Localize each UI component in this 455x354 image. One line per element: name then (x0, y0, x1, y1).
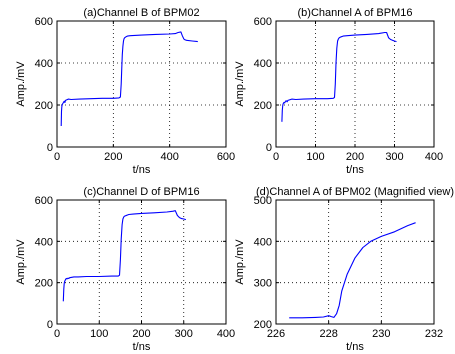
series-line (60, 31, 198, 127)
y-axis-label: Amp./mV (15, 61, 27, 107)
y-tick-label: 400 (35, 236, 53, 248)
y-tick-label: 200 (35, 278, 53, 290)
y-tick-label: 600 (254, 16, 272, 28)
chart-title: (d)Channel A of BPM02 (Magnified view) (256, 186, 454, 198)
y-tick-label: 400 (254, 58, 272, 70)
x-tick-label: 200 (132, 328, 150, 340)
plot-area (275, 20, 435, 148)
y-tick-label: 200 (35, 100, 53, 112)
x-tick-label: 0 (54, 328, 60, 340)
y-tick-label: 400 (254, 236, 272, 248)
x-tick-label: 400 (160, 151, 178, 163)
y-tick-label: 200 (254, 100, 272, 112)
y-tick-label: 600 (35, 195, 53, 207)
y-tick-label: 0 (266, 142, 272, 154)
x-axis-label: t/ns (133, 164, 151, 176)
x-tick-label: 300 (175, 328, 193, 340)
plot-area (56, 199, 227, 325)
x-tick-label: 200 (346, 151, 364, 163)
x-tick-label: 228 (319, 328, 337, 340)
chart-panel-3: 0 100 200 300 400 0 200 400 600 (c)Channel D of B… (15, 186, 235, 353)
series-line (62, 210, 187, 302)
y-tick-label: 500 (254, 195, 272, 207)
x-tick-label: 232 (425, 328, 443, 340)
x-tick-label: 226 (267, 328, 285, 340)
plot-area (56, 20, 227, 148)
series-line (281, 31, 397, 122)
y-tick-label: 300 (254, 278, 272, 290)
x-axis-label: t/ns (346, 341, 364, 353)
y-tick-label: 0 (47, 319, 53, 331)
x-tick-label: 200 (104, 151, 122, 163)
y-axis-label: Amp./mV (234, 239, 246, 285)
y-tick-label: 200 (254, 319, 272, 331)
x-tick-label: 400 (425, 151, 443, 163)
chart-title: (b)Channel A of BPM16 (298, 7, 413, 19)
y-axis-label: Amp./mV (15, 239, 27, 285)
x-axis-label: t/ns (133, 341, 151, 353)
y-tick-label: 400 (35, 58, 53, 70)
chart-panel-2: 0 100 200 300 400 0 200 400 600 (b)Channel A of B… (234, 7, 443, 176)
y-axis-label: Amp./mV (234, 61, 246, 107)
x-tick-label: 400 (217, 328, 235, 340)
x-tick-label: 230 (372, 328, 390, 340)
y-tick-label: 600 (35, 16, 53, 28)
chart-panel-1: 0 200 400 600 0 200 400 600 (a)Channel B of BPM0… (15, 7, 235, 176)
series-line (289, 222, 416, 319)
chart-panel-4: 226 228 230 232 200 300 400 500(d)Channel A of … (234, 186, 454, 353)
chart-title: (a)Channel B of BPM02 (83, 7, 199, 19)
plot-area (275, 199, 435, 325)
y-tick-label: 0 (47, 142, 53, 154)
chart-title: (c)Channel D of BPM16 (83, 186, 199, 198)
x-axis-label: t/ns (346, 164, 364, 176)
x-tick-label: 100 (90, 328, 108, 340)
x-tick-label: 0 (273, 151, 279, 163)
x-tick-label: 100 (306, 151, 324, 163)
x-tick-label: 0 (54, 151, 60, 163)
x-tick-label: 600 (217, 151, 235, 163)
x-tick-label: 300 (385, 151, 403, 163)
